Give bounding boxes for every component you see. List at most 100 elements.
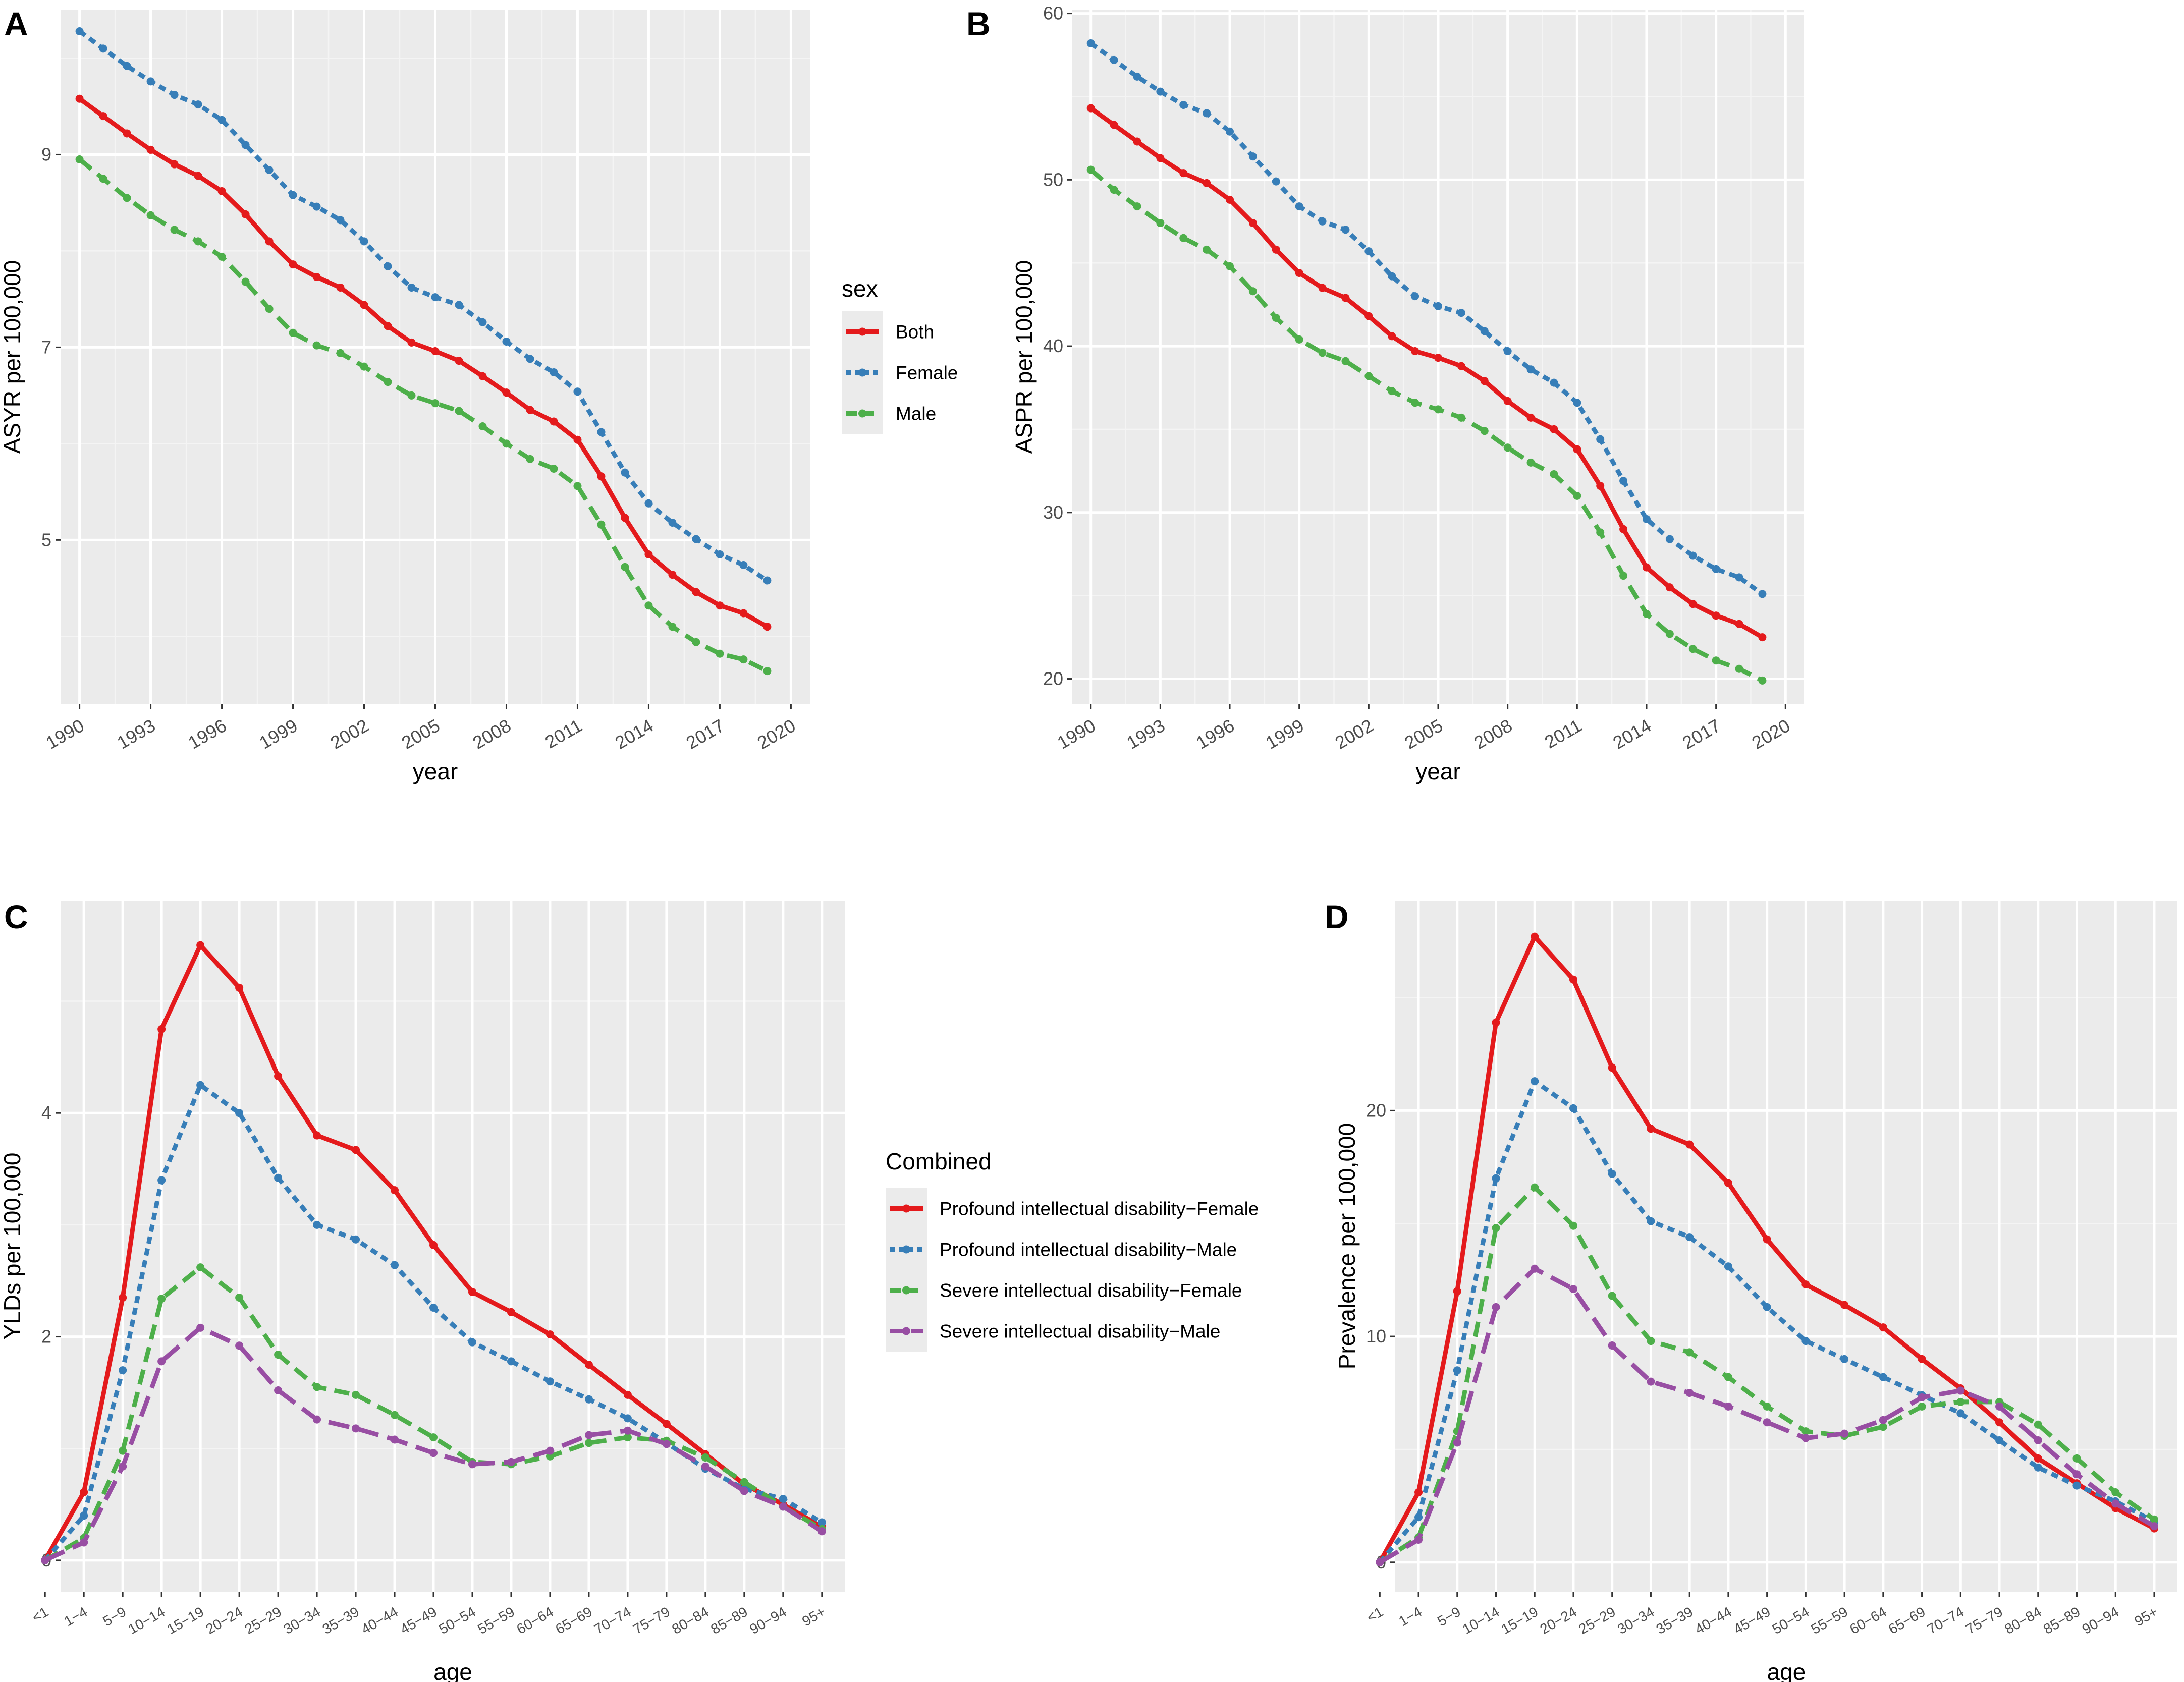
data-point — [668, 571, 677, 579]
data-point — [1341, 294, 1350, 302]
data-point — [391, 1435, 399, 1444]
data-point — [241, 277, 250, 286]
data-point — [468, 1287, 476, 1296]
x-tick-label: 60−64 — [514, 1604, 556, 1637]
data-point — [75, 94, 84, 103]
data-point — [431, 347, 440, 356]
x-tick-label: 60−64 — [1847, 1604, 1889, 1637]
data-point — [1110, 55, 1118, 64]
data-point — [507, 1357, 515, 1366]
x-tick-label: 55−59 — [1808, 1604, 1850, 1637]
legend-label: Severe intellectual disability−Male — [940, 1321, 1220, 1342]
legend-item: Severe intellectual disability−Female — [886, 1270, 1242, 1311]
plot-background — [61, 901, 845, 1592]
y-tick-label: 10 — [1366, 1326, 1386, 1347]
x-tick-label: 5−9 — [1435, 1604, 1463, 1630]
data-point — [1642, 563, 1651, 572]
data-point — [507, 1308, 515, 1316]
data-point — [1457, 362, 1465, 370]
x-tick-label: 85−89 — [708, 1604, 750, 1637]
data-point — [597, 472, 606, 481]
x-tick-label: 25−29 — [1576, 1604, 1618, 1637]
data-point — [584, 1360, 593, 1369]
x-tick-label: 2017 — [683, 715, 728, 753]
data-point — [468, 1460, 476, 1469]
legend-sex: sex Both Female Male — [842, 275, 958, 434]
legend-label: Profound intellectual disability−Male — [940, 1240, 1237, 1260]
series-severe-intellectual-disability-male — [41, 1323, 826, 1564]
data-point — [817, 1518, 826, 1527]
data-point — [1596, 482, 1605, 490]
data-point — [1388, 332, 1396, 341]
data-point — [336, 349, 345, 357]
data-point — [1110, 121, 1118, 129]
data-point — [1503, 443, 1512, 452]
data-point — [1388, 387, 1396, 396]
data-point — [1226, 262, 1234, 270]
data-point — [384, 378, 392, 386]
data-point — [1492, 1303, 1500, 1311]
data-point — [623, 1433, 632, 1442]
data-point — [478, 422, 487, 430]
y-tick-label: 50 — [1043, 169, 1063, 190]
x-tick-label: 10−14 — [126, 1604, 168, 1637]
data-point — [313, 1220, 321, 1229]
legend-label: Female — [896, 363, 958, 383]
data-point — [1133, 202, 1141, 211]
x-tick-label: 5−9 — [100, 1604, 129, 1630]
data-point — [1156, 219, 1165, 228]
data-point — [1318, 284, 1327, 292]
data-point — [407, 338, 416, 347]
data-point — [1573, 491, 1581, 500]
data-point — [1619, 572, 1628, 580]
data-point — [1569, 1285, 1577, 1294]
data-point — [573, 387, 582, 396]
plot-background — [1395, 901, 2177, 1592]
data-point — [545, 1377, 554, 1386]
data-point — [1840, 1355, 1849, 1363]
x-tick-label: 40−44 — [358, 1604, 401, 1637]
panel-letter: C — [4, 898, 28, 935]
data-point — [623, 1414, 632, 1423]
data-point — [1480, 327, 1489, 335]
x-tick-label: 55−59 — [475, 1604, 517, 1637]
data-point — [352, 1390, 360, 1399]
data-point — [274, 1072, 283, 1081]
data-point — [1596, 435, 1605, 443]
x-tick-label: 2008 — [1470, 715, 1516, 753]
data-point — [196, 1263, 205, 1272]
data-point — [1550, 470, 1558, 478]
y-axis-title: YLDs per 100,000 — [0, 1153, 25, 1340]
data-point — [1619, 525, 1628, 533]
data-point — [1995, 1436, 2004, 1445]
data-point — [1569, 975, 1577, 984]
data-point — [75, 27, 84, 36]
data-point — [1086, 165, 1095, 174]
x-tick-label: 1996 — [1192, 715, 1238, 753]
data-point — [1272, 314, 1280, 322]
data-point — [1179, 100, 1188, 109]
data-point — [2034, 1454, 2042, 1463]
x-tick-label: 25−29 — [242, 1604, 284, 1637]
data-point — [478, 372, 487, 380]
data-point — [779, 1502, 787, 1511]
x-tick-label: 1993 — [1123, 715, 1169, 753]
data-point — [1203, 179, 1211, 187]
data-point — [739, 655, 748, 664]
x-tick-label: 85−89 — [2041, 1604, 2083, 1637]
data-point — [157, 1025, 166, 1033]
data-point — [1569, 1221, 1577, 1230]
data-point — [507, 1457, 515, 1466]
legend-key-point — [858, 327, 866, 336]
series-female — [75, 27, 772, 585]
data-point — [429, 1303, 438, 1312]
data-point — [1226, 127, 1234, 136]
data-point — [1203, 245, 1211, 254]
x-tick-label: 2005 — [1401, 715, 1446, 753]
data-point — [1688, 645, 1697, 653]
x-tick-label: 80−84 — [2002, 1604, 2044, 1637]
data-point — [336, 216, 345, 225]
y-tick-label: 20 — [1043, 668, 1063, 689]
x-tick-label: 15−19 — [1499, 1604, 1541, 1637]
data-point — [1434, 405, 1442, 414]
